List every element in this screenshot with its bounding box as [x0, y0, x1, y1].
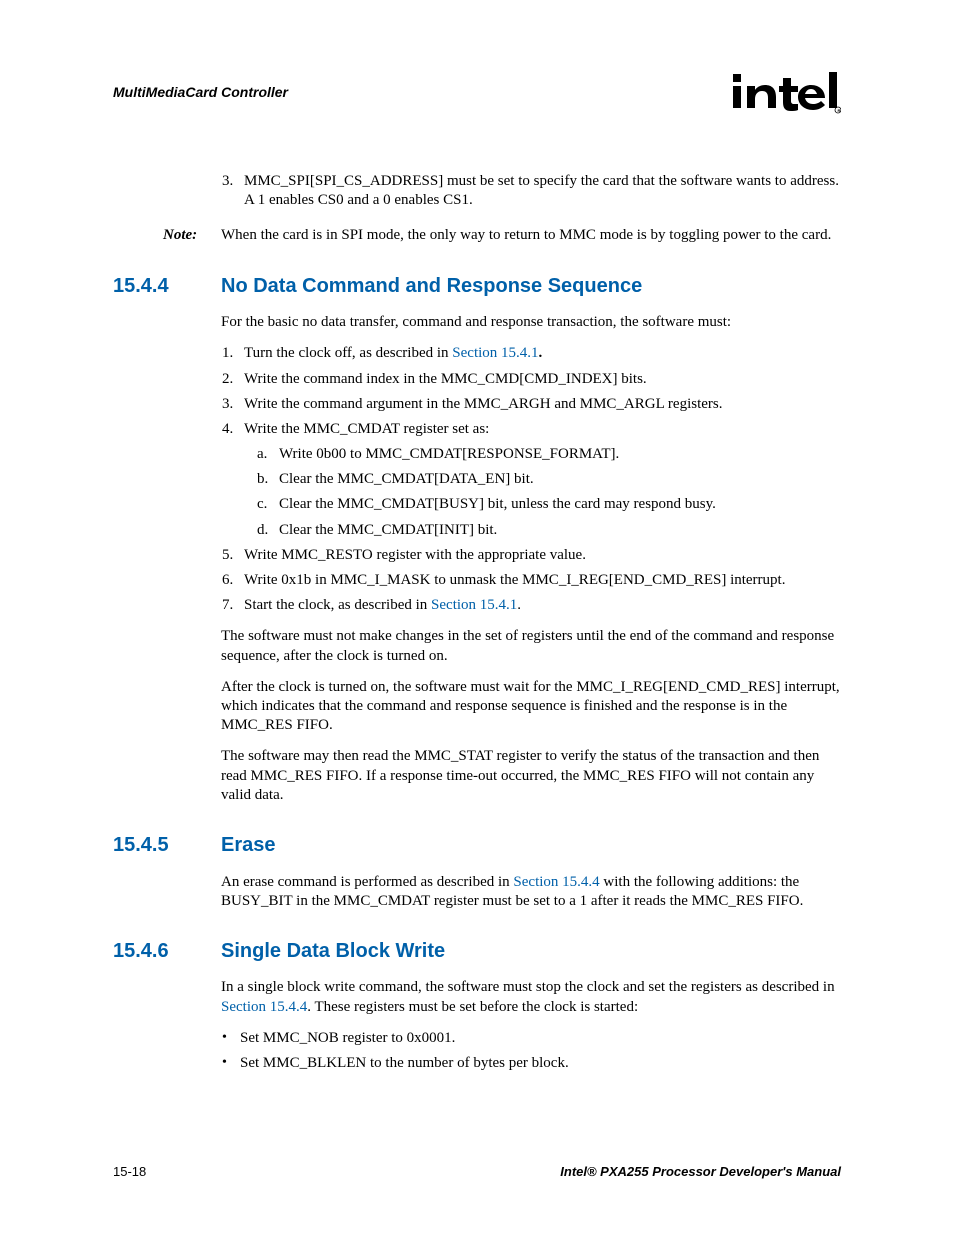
section-link[interactable]: Section 15.4.1 — [452, 345, 538, 361]
manual-title: Intel® PXA255 Processor Developer's Manu… — [560, 1164, 841, 1179]
list-number: 3. — [222, 395, 244, 414]
list-text: Start the clock, as described in Section… — [244, 596, 841, 615]
ordered-list-subitem: b. Clear the MMC_CMDAT[DATA_EN] bit. — [257, 470, 841, 489]
list-text: Write 0x1b in MMC_I_MASK to unmask the M… — [244, 571, 841, 590]
list-number: 7. — [222, 596, 244, 615]
text-run: An erase command is performed as describ… — [221, 874, 513, 890]
text-run: In a single block write command, the sof… — [221, 979, 835, 995]
section-title: Single Data Block Write — [221, 939, 445, 965]
section-heading: 15.4.6 Single Data Block Write — [113, 939, 841, 965]
section-heading: 15.4.4 No Data Command and Response Sequ… — [113, 274, 841, 300]
section-heading: 15.4.5 Erase — [113, 833, 841, 859]
list-number: 5. — [222, 546, 244, 565]
section-link[interactable]: Section 15.4.4 — [513, 874, 599, 890]
intel-logo: R — [731, 70, 841, 124]
list-letter: b. — [257, 470, 279, 489]
note-text: When the card is in SPI mode, the only w… — [221, 226, 841, 245]
list-text: MMC_SPI[SPI_CS_ADDRESS] must be set to s… — [244, 172, 841, 210]
list-number: 1. — [222, 344, 244, 363]
page: MultiMediaCard Controller R 3. MMC_SPI[S… — [0, 0, 954, 1235]
paragraph: In a single block write command, the sof… — [221, 978, 841, 1016]
ordered-list-subitem: a. Write 0b00 to MMC_CMDAT[RESPONSE_FORM… — [257, 445, 841, 464]
ordered-list-item: 1. Turn the clock off, as described in S… — [222, 344, 841, 363]
list-letter: d. — [257, 521, 279, 540]
list-text: Clear the MMC_CMDAT[INIT] bit. — [279, 521, 841, 540]
bullet-list-item: • Set MMC_BLKLEN to the number of bytes … — [222, 1054, 841, 1073]
section-number: 15.4.4 — [113, 274, 221, 300]
bullet-list-item: • Set MMC_NOB register to 0x0001. — [222, 1029, 841, 1048]
text-run: . These registers must be set before the… — [307, 999, 638, 1015]
list-text: Set MMC_NOB register to 0x0001. — [240, 1029, 841, 1048]
list-text: Write the command index in the MMC_CMD[C… — [244, 370, 841, 389]
page-body: 3. MMC_SPI[SPI_CS_ADDRESS] must be set t… — [113, 172, 841, 1073]
text-run: Start the clock, as described in — [244, 597, 431, 613]
paragraph: An erase command is performed as describ… — [221, 873, 841, 911]
page-footer: 15-18 Intel® PXA255 Processor Developer'… — [113, 1164, 841, 1179]
list-text: Write MMC_RESTO register with the approp… — [244, 546, 841, 565]
list-text: Clear the MMC_CMDAT[BUSY] bit, unless th… — [279, 495, 841, 514]
ordered-list-item: 5. Write MMC_RESTO register with the app… — [222, 546, 841, 565]
note-block: Note: When the card is in SPI mode, the … — [163, 226, 841, 245]
ordered-list-item: 6. Write 0x1b in MMC_I_MASK to unmask th… — [222, 571, 841, 590]
paragraph: For the basic no data transfer, command … — [221, 313, 841, 332]
text-run: Turn the clock off, as described in — [244, 345, 452, 361]
list-text: Write the command argument in the MMC_AR… — [244, 395, 841, 414]
paragraph: The software may then read the MMC_STAT … — [221, 747, 841, 805]
page-header: MultiMediaCard Controller R — [113, 70, 841, 124]
paragraph: After the clock is turned on, the softwa… — [221, 678, 841, 736]
list-text: Clear the MMC_CMDAT[DATA_EN] bit. — [279, 470, 841, 489]
list-number: 4. — [222, 420, 244, 439]
ordered-list-item: 3. MMC_SPI[SPI_CS_ADDRESS] must be set t… — [222, 172, 841, 210]
note-label: Note: — [163, 226, 221, 245]
text-run: . — [539, 345, 543, 361]
ordered-list-item: 7. Start the clock, as described in Sect… — [222, 596, 841, 615]
section-link[interactable]: Section 15.4.4 — [221, 999, 307, 1015]
section-number: 15.4.6 — [113, 939, 221, 965]
ordered-list-subitem: c. Clear the MMC_CMDAT[BUSY] bit, unless… — [257, 495, 841, 514]
section-link[interactable]: Section 15.4.1 — [431, 597, 517, 613]
list-text: Write 0b00 to MMC_CMDAT[RESPONSE_FORMAT]… — [279, 445, 841, 464]
ordered-list-item: 4. Write the MMC_CMDAT register set as: — [222, 420, 841, 439]
list-letter: a. — [257, 445, 279, 464]
text-run: . — [517, 597, 521, 613]
list-text: Write the MMC_CMDAT register set as: — [244, 420, 841, 439]
list-number: 6. — [222, 571, 244, 590]
paragraph: The software must not make changes in th… — [221, 627, 841, 665]
list-text: Set MMC_BLKLEN to the number of bytes pe… — [240, 1054, 841, 1073]
ordered-list-subitem: d. Clear the MMC_CMDAT[INIT] bit. — [257, 521, 841, 540]
intel-logo-svg: R — [731, 70, 841, 114]
bullet-icon: • — [222, 1029, 240, 1048]
ordered-list-item: 2. Write the command index in the MMC_CM… — [222, 370, 841, 389]
ordered-list-item: 3. Write the command argument in the MMC… — [222, 395, 841, 414]
section-number: 15.4.5 — [113, 833, 221, 859]
list-text: Turn the clock off, as described in Sect… — [244, 344, 841, 363]
list-number: 3. — [222, 172, 244, 210]
page-number: 15-18 — [113, 1164, 146, 1179]
list-letter: c. — [257, 495, 279, 514]
bullet-icon: • — [222, 1054, 240, 1073]
header-title: MultiMediaCard Controller — [113, 84, 288, 100]
section-title: Erase — [221, 833, 276, 859]
list-number: 2. — [222, 370, 244, 389]
section-title: No Data Command and Response Sequence — [221, 274, 642, 300]
